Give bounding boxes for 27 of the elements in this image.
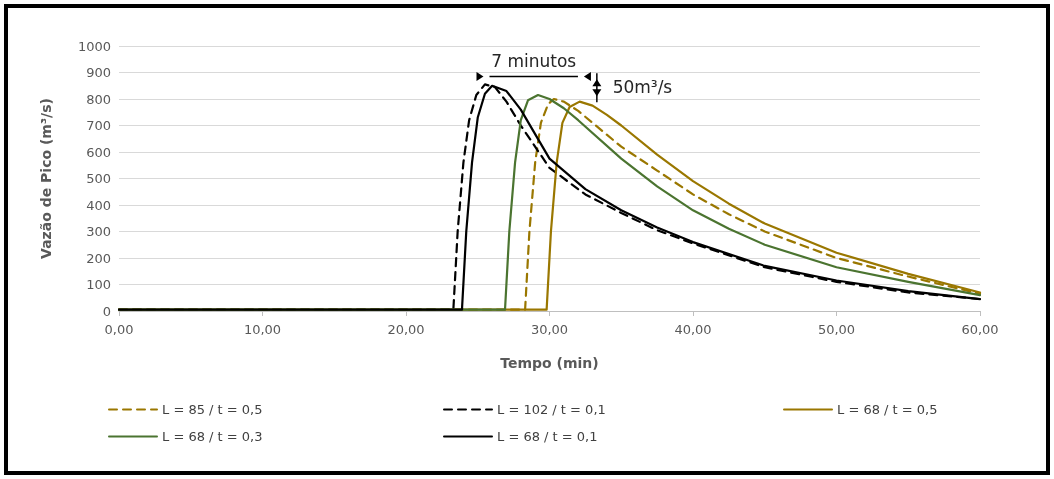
x-tick-label: 60,00	[961, 322, 999, 337]
y-tick-label: 500	[86, 171, 111, 186]
x-tick-label: 10,00	[243, 322, 282, 337]
y-tick-label: 600	[86, 144, 111, 160]
annotation: 7 minutos	[491, 50, 577, 71]
y-tick-label: 0	[102, 303, 111, 319]
legend-label: L = 68 / t = 0,5	[837, 402, 938, 417]
x-tick-label: 50,00	[817, 322, 856, 337]
x-tick-label: 0,00	[104, 322, 134, 337]
y-axis-title: Vazão de Pico (m³/s)	[38, 98, 54, 259]
annotation: 50m³/s	[612, 77, 673, 98]
legend-label: L = 68 / t = 0,1	[497, 429, 598, 444]
y-tick-label: 300	[86, 224, 111, 239]
y-tick-label: 100	[86, 277, 111, 292]
x-tick-label: 40,00	[674, 322, 712, 337]
x-tick-label: 20,00	[387, 322, 425, 337]
y-tick-label: 1000	[77, 38, 111, 54]
y-tick-label: 800	[86, 91, 111, 107]
y-tick-label: 400	[86, 197, 111, 213]
legend-label: L = 85 / t = 0,5	[162, 402, 263, 417]
y-tick-label: 200	[86, 250, 111, 266]
x-tick-label: 30,00	[530, 322, 569, 337]
y-tick-label: 900	[86, 65, 111, 80]
legend-label: L = 68 / t = 0,3	[162, 429, 263, 444]
x-axis-title: Tempo (min)	[500, 355, 599, 371]
y-tick-label: 700	[86, 118, 111, 133]
legend-label: L = 102 / t = 0,1	[497, 402, 606, 417]
